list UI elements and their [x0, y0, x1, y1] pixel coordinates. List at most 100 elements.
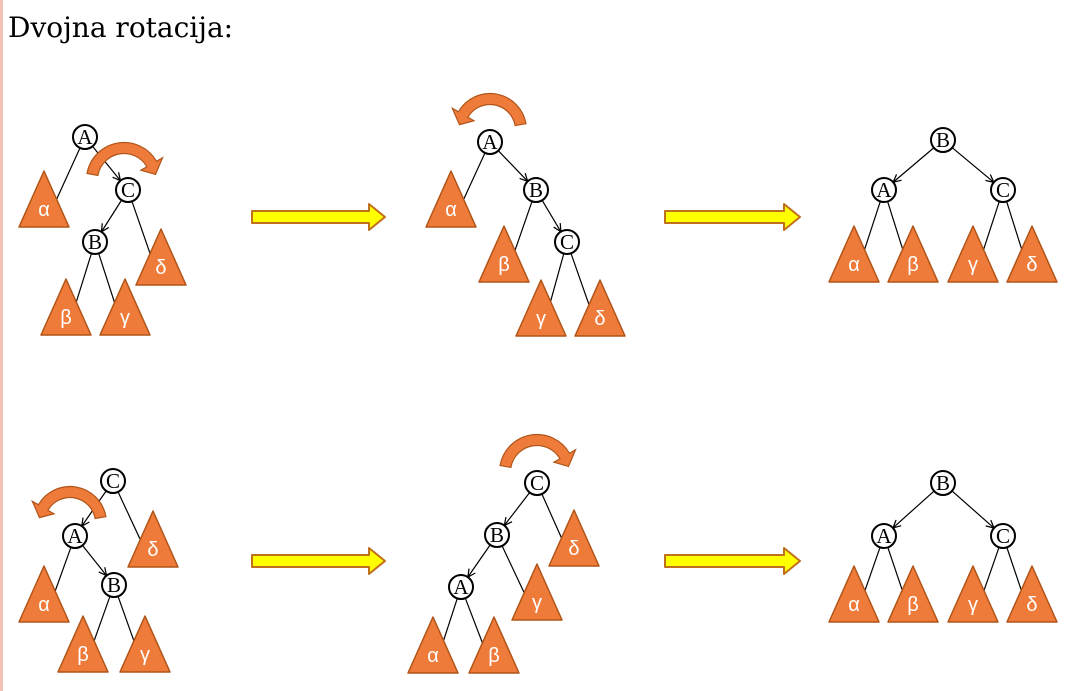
subtree-triangle: γ — [515, 279, 567, 337]
tree-edge — [951, 490, 994, 528]
step-arrow — [664, 203, 801, 231]
tree-node: A — [871, 523, 897, 549]
step-arrow — [664, 547, 801, 575]
subtree-label: β — [498, 254, 510, 276]
subtree-label: γ — [532, 592, 542, 614]
tree-node: A — [871, 177, 897, 203]
subtree-triangle: α — [828, 565, 880, 623]
step-arrow — [251, 203, 386, 231]
node-label: A — [77, 125, 93, 149]
subtree-triangle: β — [887, 565, 939, 623]
subtree-triangle: γ — [947, 225, 999, 283]
tree-edge — [101, 199, 123, 232]
subtree-label: γ — [140, 644, 150, 666]
tree-node: B — [484, 522, 510, 548]
tree-diagram: δ α β γ C A B — [18, 468, 179, 673]
tree-node: B — [930, 127, 956, 153]
subtree-label: β — [488, 645, 500, 667]
tree-node: B — [523, 177, 549, 203]
subtree-label: α — [38, 594, 50, 616]
subtree-label: δ — [147, 539, 158, 561]
subtree-label: δ — [1026, 594, 1037, 616]
subtree-label: α — [848, 594, 860, 616]
subtree-label: α — [38, 199, 50, 221]
tree-edge — [504, 492, 531, 526]
tree-edge — [468, 544, 491, 577]
node-label: B — [88, 230, 102, 254]
node-label: C — [530, 471, 544, 495]
subtree-label: β — [77, 644, 89, 666]
subtree-triangle: γ — [99, 278, 151, 336]
tree-node: A — [62, 523, 88, 549]
node-label: A — [876, 524, 892, 548]
subtree-triangle: β — [478, 225, 530, 283]
subtree-label: β — [907, 594, 919, 616]
tree-diagram: α β γ δ B A C — [828, 127, 1058, 283]
subtree-triangle: δ — [127, 510, 179, 568]
subtree-triangle: γ — [119, 615, 171, 673]
rotation-counterclockwise-arrow — [31, 485, 107, 520]
subtree-label: α — [445, 199, 457, 221]
tree-edge — [497, 150, 527, 182]
tree-diagram: α δ β γ A C B — [18, 124, 187, 336]
node-label: A — [453, 575, 469, 599]
subtree-triangle: δ — [1006, 225, 1058, 283]
subtree-triangle: β — [887, 225, 939, 283]
tree-node: C — [524, 470, 550, 496]
node-label: C — [560, 230, 574, 254]
left-margin-rule — [0, 0, 3, 691]
tree-edge — [893, 147, 935, 182]
step-arrow — [251, 547, 386, 575]
rotation-counterclockwise-arrow — [451, 92, 527, 127]
subtree-triangle: β — [468, 616, 520, 674]
tree-diagram: δ γ α β C B A — [407, 433, 600, 674]
subtree-triangle: γ — [511, 563, 563, 621]
tree-edge — [951, 147, 994, 183]
tree-node: C — [115, 177, 141, 203]
node-label: C — [996, 178, 1010, 202]
node-label: C — [121, 178, 135, 202]
subtree-triangle: α — [828, 225, 880, 283]
tree-node: A — [448, 574, 474, 600]
subtree-label: δ — [1026, 254, 1037, 276]
node-label: B — [936, 471, 950, 495]
node-label: B — [529, 178, 543, 202]
tree-node: B — [930, 470, 956, 496]
tree-node: A — [72, 124, 98, 150]
subtree-triangle: α — [18, 565, 70, 623]
subtree-triangle: δ — [1006, 565, 1058, 623]
subtree-triangle: α — [18, 170, 70, 228]
subtree-label: α — [848, 254, 860, 276]
node-label: A — [67, 524, 83, 548]
tree-diagram: α β γ δ B A C — [828, 470, 1058, 623]
subtree-label: δ — [155, 257, 166, 279]
rotation-clockwise-arrow — [86, 141, 164, 177]
tree-node: B — [101, 572, 127, 598]
subtree-label: γ — [120, 307, 130, 329]
tree-edge — [92, 145, 121, 180]
tree-node: B — [82, 229, 108, 255]
node-label: C — [996, 524, 1010, 548]
node-label: C — [106, 469, 120, 493]
subtree-triangle: α — [425, 170, 477, 228]
subtree-triangle: δ — [548, 509, 600, 567]
subtree-label: γ — [968, 254, 978, 276]
subtree-label: α — [427, 645, 439, 667]
node-label: A — [482, 130, 498, 154]
tree-node: A — [477, 129, 503, 155]
tree-edge — [541, 200, 561, 231]
node-label: B — [936, 128, 950, 152]
subtree-triangle: β — [40, 278, 92, 336]
tree-edge — [82, 545, 106, 575]
tree-diagram: α β γ δ A B C — [425, 92, 626, 337]
subtree-label: δ — [568, 538, 579, 560]
subtree-label: β — [907, 254, 919, 276]
tree-edge — [893, 490, 935, 528]
subtree-triangle: α — [407, 616, 459, 674]
node-label: B — [490, 523, 504, 547]
tree-node: C — [554, 229, 580, 255]
tree-node: C — [100, 468, 126, 494]
rotation-clockwise-arrow — [499, 433, 577, 469]
subtree-triangle: δ — [135, 228, 187, 286]
